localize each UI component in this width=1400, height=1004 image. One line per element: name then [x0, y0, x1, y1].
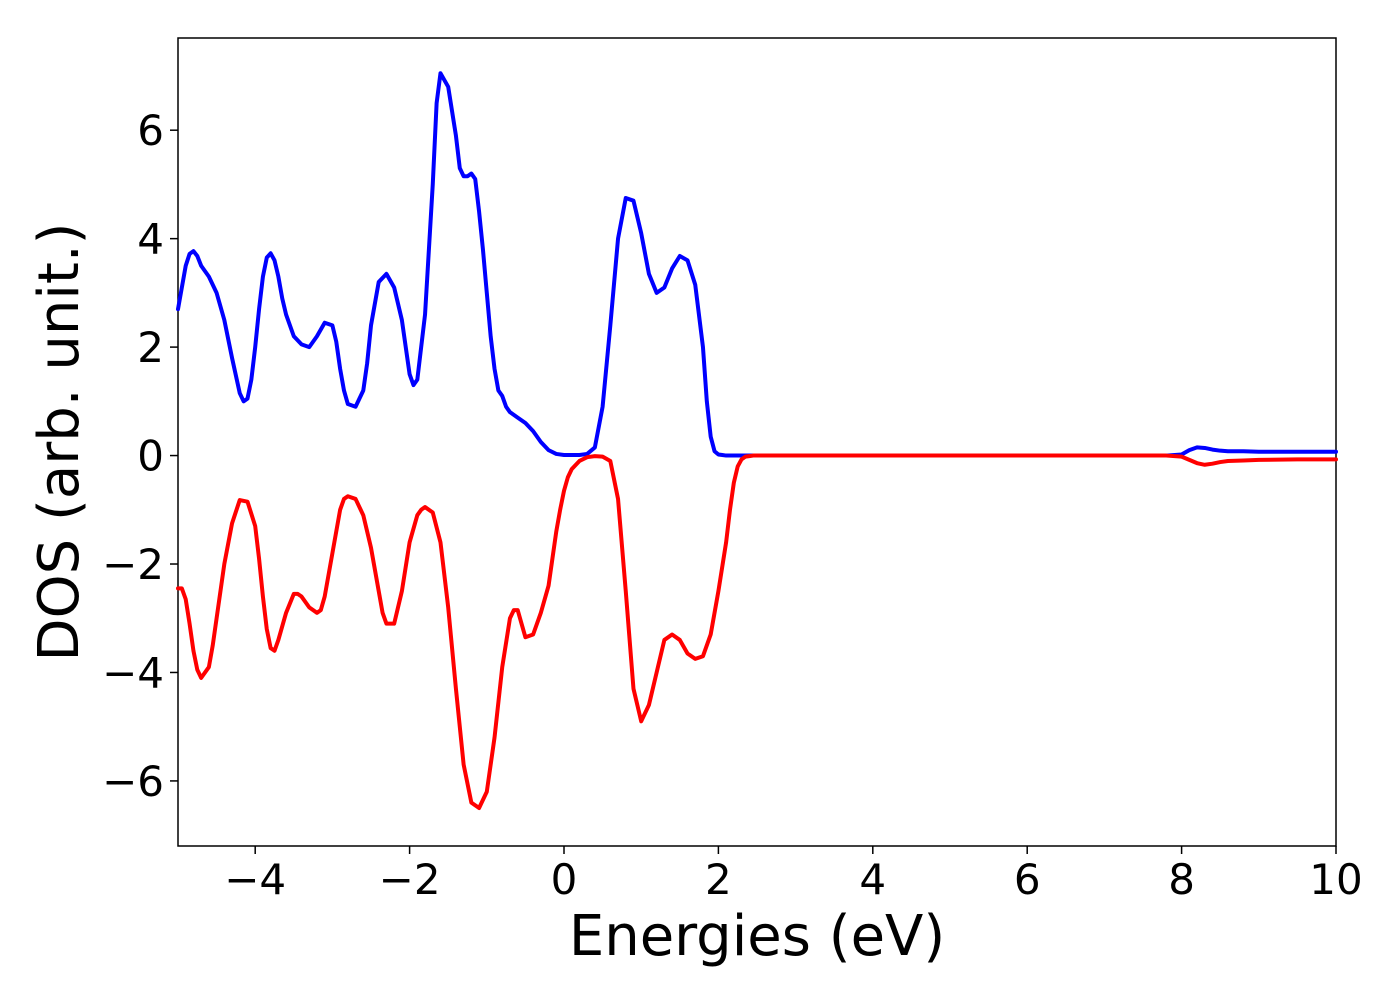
x-tick-label: 10 — [1309, 855, 1362, 904]
y-axis-title: DOS (arb. unit.) — [27, 222, 92, 661]
plot-frame — [177, 37, 1337, 847]
series-layer — [176, 71, 1338, 811]
y-tick-label: −2 — [102, 540, 164, 589]
x-tick-label: 0 — [551, 855, 578, 904]
x-tick-label: 6 — [1014, 855, 1041, 904]
y-axis-ticks: −6 −4 −2 0 2 4 6 — [102, 106, 178, 806]
y-tick-label: −6 — [102, 757, 164, 806]
series-line-1 — [176, 453, 1338, 811]
series-line-0 — [176, 71, 1338, 458]
x-tick-label: 4 — [859, 855, 886, 904]
x-tick-label: −2 — [379, 855, 441, 904]
y-tick-label: −4 — [102, 648, 164, 697]
y-tick-label: 0 — [137, 432, 164, 481]
x-axis-title: Energies (eV) — [569, 904, 945, 969]
y-tick-label: 2 — [137, 323, 164, 372]
y-tick-label: 4 — [137, 215, 164, 264]
x-tick-label: 8 — [1168, 855, 1195, 904]
x-axis-ticks: −4 −2 0 2 4 6 8 10 — [224, 846, 1363, 904]
x-tick-label: 2 — [705, 855, 732, 904]
y-tick-label: 6 — [137, 106, 164, 155]
x-tick-label: −4 — [224, 855, 286, 904]
